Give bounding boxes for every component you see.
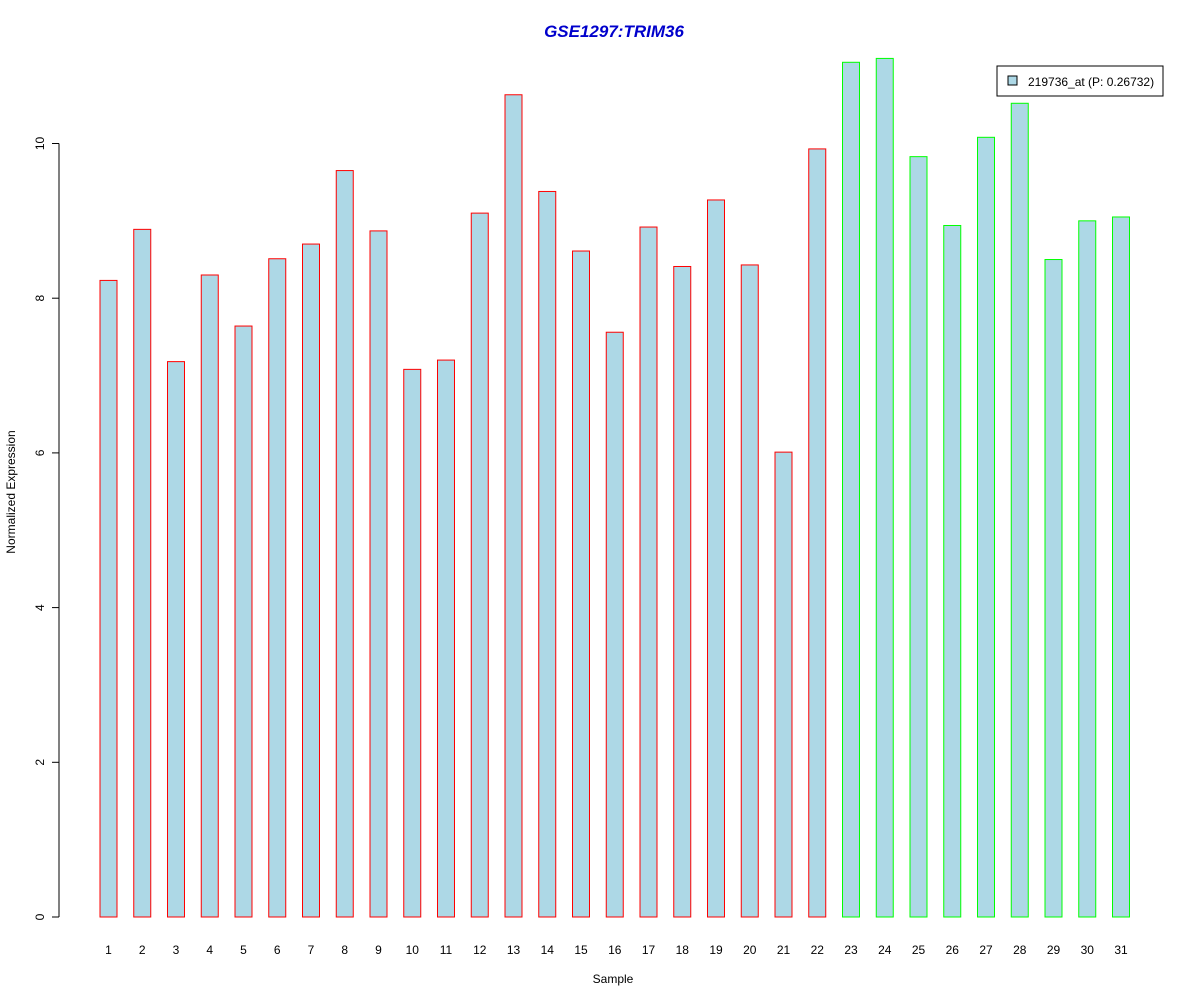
bar-sample-4 (200, 274, 219, 918)
y-tick-label: 6 (33, 449, 47, 456)
bar-sample-5 (234, 325, 253, 918)
bar-sample-23 (842, 61, 860, 918)
bar-sample-9 (369, 230, 388, 918)
bar-sample-31 (1112, 216, 1130, 918)
x-tick-label: 7 (308, 943, 315, 957)
bar-sample-12 (470, 212, 489, 918)
x-tick-label: 30 (1081, 943, 1095, 957)
bar-sample-18 (673, 265, 692, 918)
x-tick-label: 4 (206, 943, 213, 957)
bar-sample-15 (572, 250, 590, 918)
x-tick-label: 18 (676, 943, 690, 957)
x-tick-label: 2 (139, 943, 146, 957)
x-tick-label: 9 (375, 943, 382, 957)
bar-sample-7 (302, 243, 320, 918)
x-tick-label: 1 (105, 943, 112, 957)
x-tick-label: 29 (1047, 943, 1061, 957)
x-tick-label: 13 (507, 943, 521, 957)
bar-sample-2 (133, 228, 152, 918)
bar-sample-1 (99, 279, 118, 918)
bar-sample-6 (268, 258, 287, 918)
x-tick-label: 27 (979, 943, 993, 957)
bar-sample-16 (605, 331, 624, 918)
x-tick-label: 16 (608, 943, 622, 957)
y-axis: 0 2 4 6 8 10 (33, 137, 60, 920)
bars (99, 57, 1130, 918)
legend-swatch (1007, 75, 1018, 86)
x-tick-label: 5 (240, 943, 247, 957)
y-axis-label: Normalized Expression (4, 430, 18, 553)
bar-sample-19 (707, 199, 725, 918)
x-tick-label: 24 (878, 943, 892, 957)
bar-sample-28 (1010, 102, 1029, 918)
bar-sample-8 (335, 170, 354, 918)
y-tick-label: 8 (33, 295, 47, 302)
y-tick-label: 2 (33, 759, 47, 766)
x-tick-label: 22 (811, 943, 825, 957)
x-tick-label: 8 (341, 943, 348, 957)
x-tick-label: 31 (1114, 943, 1128, 957)
bar-sample-24 (875, 57, 894, 918)
x-tick-label: 12 (473, 943, 487, 957)
x-tick-label: 19 (709, 943, 723, 957)
legend-entry: 219736_at (P: 0.26732) (1028, 75, 1154, 89)
x-tick-label: 20 (743, 943, 757, 957)
chart-title: GSE1297:TRIM36 (544, 22, 684, 41)
bar-sample-22 (808, 148, 827, 918)
bar-sample-29 (1044, 259, 1063, 918)
x-tick-label: 15 (574, 943, 588, 957)
x-axis: 1 2 3 4 5 6 7 8 9 10 11 12 13 14 15 16 17 18 19 20 21 22 23 24 2… (105, 943, 1128, 957)
x-tick-label: 3 (173, 943, 180, 957)
bar-sample-17 (639, 226, 658, 918)
x-axis-label: Sample (593, 972, 634, 986)
x-tick-label: 14 (541, 943, 555, 957)
x-tick-label: 10 (406, 943, 420, 957)
bar-sample-3 (167, 361, 185, 918)
x-tick-label: 26 (946, 943, 960, 957)
bar-sample-25 (909, 156, 928, 918)
bar-sample-30 (1078, 220, 1097, 918)
y-tick-label: 10 (33, 137, 47, 151)
x-tick-label: 6 (274, 943, 281, 957)
bar-sample-14 (538, 190, 557, 918)
x-tick-label: 28 (1013, 943, 1027, 957)
bar-sample-20 (740, 264, 759, 918)
bar-sample-27 (977, 136, 995, 918)
legend: 219736_at (P: 0.26732) (996, 65, 1164, 97)
y-tick-label: 0 (33, 913, 47, 920)
x-tick-label: 21 (777, 943, 791, 957)
bar-sample-21 (774, 451, 793, 918)
legend-box (996, 65, 1164, 97)
x-tick-label: 23 (844, 943, 858, 957)
x-tick-label: 17 (642, 943, 656, 957)
bar-sample-11 (437, 359, 455, 918)
x-tick-label: 11 (440, 943, 453, 957)
bar-sample-10 (403, 368, 422, 918)
bar-sample-13 (504, 94, 523, 918)
x-tick-label: 25 (912, 943, 926, 957)
bar-sample-26 (943, 224, 962, 918)
y-tick-label: 4 (33, 604, 47, 611)
